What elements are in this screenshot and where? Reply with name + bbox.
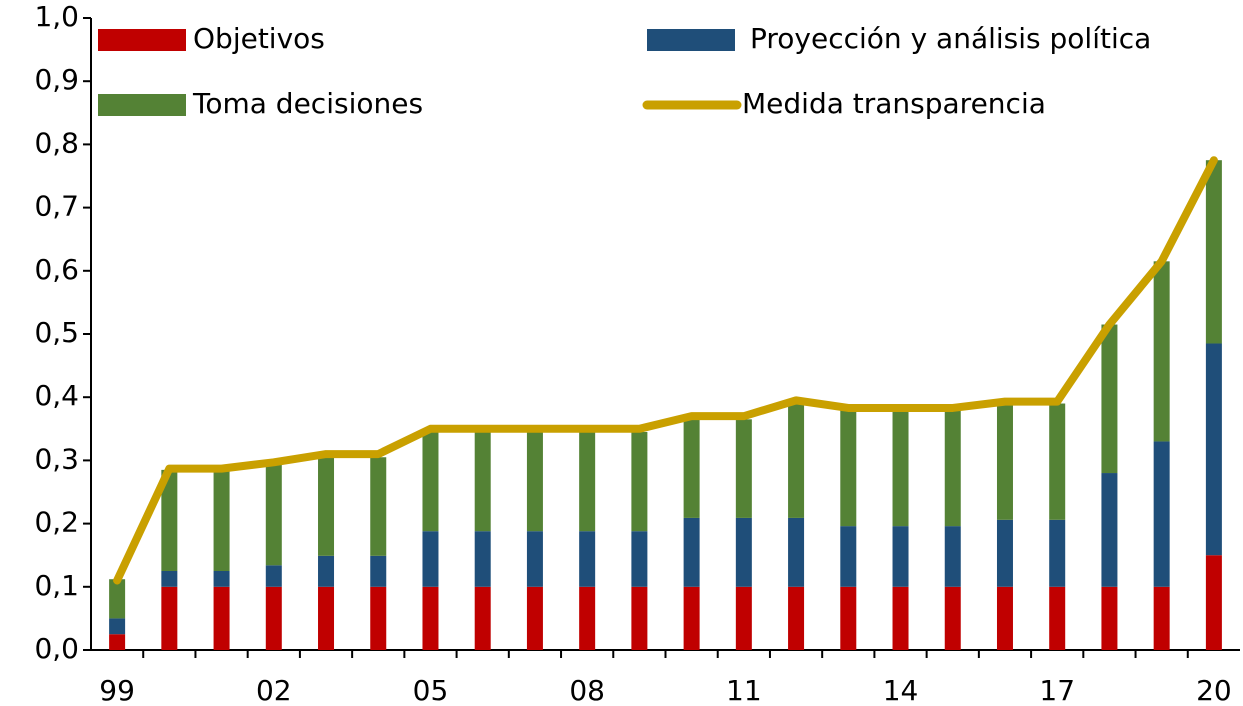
bar-segment (318, 457, 335, 556)
bar-segment (370, 457, 387, 556)
bar-segment (1049, 403, 1066, 520)
y-tick-label: 0,6 (34, 253, 79, 286)
bar-segment (1101, 586, 1118, 650)
bar-segment (996, 586, 1013, 650)
bar-segment (1101, 324, 1118, 474)
x-tick-label: 02 (256, 674, 292, 706)
bar-segment (579, 586, 596, 650)
y-tick-label: 0,3 (34, 442, 79, 475)
legend-label: Medida transparencia (742, 87, 1046, 120)
bar-segment (579, 531, 596, 587)
y-tick-label: 1,0 (34, 0, 79, 33)
bar-segment (683, 517, 700, 587)
bar-segment (161, 571, 178, 587)
bar-segment (213, 586, 230, 650)
bar-segment (996, 519, 1013, 587)
legend-swatch (647, 29, 735, 51)
bar-segment (840, 526, 857, 587)
bar-segment (840, 586, 857, 650)
bar-segment (1153, 441, 1170, 587)
legend-swatch (98, 29, 186, 51)
x-tick-label: 14 (883, 674, 919, 706)
bar-segment (474, 531, 491, 587)
bar-segment (526, 431, 543, 532)
bar-segment (422, 431, 439, 532)
bar-segment (579, 431, 596, 532)
y-tick-label: 0,8 (34, 126, 79, 159)
bar-segment (631, 431, 648, 532)
bar-segment (892, 586, 909, 650)
x-tick-label: 99 (99, 674, 135, 706)
bar-segment (474, 586, 491, 650)
y-tick-label: 0,7 (34, 190, 79, 223)
bar-segment (109, 579, 126, 619)
bar-segment (109, 618, 126, 635)
x-tick-label: 05 (413, 674, 449, 706)
bar-segment (1205, 160, 1222, 344)
line-series (113, 156, 1218, 585)
y-tick-label: 0,0 (34, 632, 79, 665)
bar-segment (1153, 586, 1170, 650)
legend-label: Objetivos (193, 22, 325, 55)
bar-segment (735, 419, 752, 518)
bar-segment (318, 555, 335, 587)
bar-segment (1205, 555, 1222, 650)
bar-segment (474, 431, 491, 532)
bar-segment (265, 565, 282, 587)
bar-segment (213, 469, 230, 571)
bar-segment (109, 634, 126, 650)
bar-segment (892, 526, 909, 587)
bar-segment (788, 403, 805, 518)
bar-segment (370, 586, 387, 650)
x-tick-label: 20 (1196, 674, 1232, 706)
y-tick-label: 0,5 (34, 316, 79, 349)
bar-segment (892, 409, 909, 527)
bar-segment (526, 531, 543, 587)
bar-segment (1205, 343, 1222, 556)
bar-segment (422, 586, 439, 650)
bar-segment (944, 586, 961, 650)
bar-segment (1049, 586, 1066, 650)
x-tick-label: 08 (569, 674, 605, 706)
bar-segment (265, 463, 282, 566)
bar-segment (683, 419, 700, 518)
y-tick-label: 0,1 (34, 569, 79, 602)
bar-segment (788, 517, 805, 587)
x-tick-label: 17 (1039, 674, 1075, 706)
bar-segment (996, 403, 1013, 520)
y-tick-label: 0,9 (34, 63, 79, 96)
bar-segment (318, 586, 335, 650)
bar-segment (265, 586, 282, 650)
y-tick-label: 0,2 (34, 506, 79, 539)
legend-swatch (98, 94, 186, 116)
bar-segment (370, 555, 387, 587)
bar-segment (1049, 519, 1066, 587)
bar-segment (944, 526, 961, 587)
bar-segment (735, 586, 752, 650)
bar-segment (944, 409, 961, 527)
y-tick-label: 0,4 (34, 379, 79, 412)
bar-segment (840, 409, 857, 527)
bar-segment (1101, 473, 1118, 587)
bar-segment (213, 571, 230, 587)
bar-segment (161, 469, 178, 571)
bar-segment (683, 586, 700, 650)
legend-label: Toma decisiones (192, 87, 423, 120)
bar-segment (526, 586, 543, 650)
bar-segment (631, 586, 648, 650)
bar-segment (1153, 261, 1170, 442)
bar-segment (788, 586, 805, 650)
bar-segment (161, 586, 178, 650)
legend-label: Proyección y análisis política (750, 22, 1151, 55)
bar-segment (631, 531, 648, 587)
bar-segment (735, 517, 752, 587)
x-tick-label: 11 (726, 674, 762, 706)
bar-segment (422, 531, 439, 587)
